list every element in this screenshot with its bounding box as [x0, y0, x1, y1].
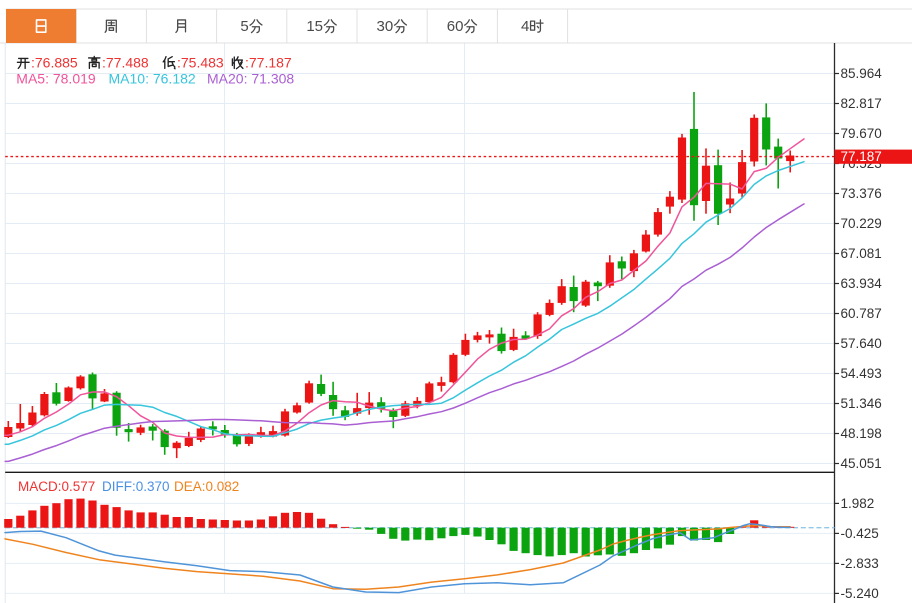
- svg-text:MACD:0.577: MACD:0.577: [18, 479, 95, 494]
- svg-text:73.376: 73.376: [841, 186, 882, 201]
- svg-text:51.346: 51.346: [841, 396, 882, 411]
- svg-text:1.982: 1.982: [841, 496, 875, 511]
- svg-text:DIFF:0.370: DIFF:0.370: [102, 479, 170, 494]
- svg-text:DEA:0.082: DEA:0.082: [174, 479, 239, 494]
- svg-text:77.187: 77.187: [841, 149, 882, 164]
- svg-text:63.934: 63.934: [841, 276, 883, 291]
- svg-text::76.885: :76.885: [31, 55, 78, 71]
- svg-text:30: 30: [377, 18, 394, 35]
- svg-text:79.670: 79.670: [841, 126, 882, 141]
- svg-text:MA5: 78.019: MA5: 78.019: [16, 71, 96, 87]
- svg-text:57.640: 57.640: [841, 336, 882, 351]
- svg-text:45.051: 45.051: [841, 456, 882, 471]
- svg-text:15: 15: [306, 18, 323, 35]
- svg-text::77.187: :77.187: [245, 55, 292, 71]
- svg-text:4: 4: [521, 18, 529, 35]
- svg-text:54.493: 54.493: [841, 366, 882, 381]
- svg-text:-5.240: -5.240: [841, 586, 879, 601]
- svg-text:MA10: 76.182: MA10: 76.182: [109, 71, 196, 87]
- svg-text:60: 60: [447, 18, 464, 35]
- svg-text:82.817: 82.817: [841, 96, 882, 111]
- svg-text:70.229: 70.229: [841, 216, 882, 231]
- svg-text:85.964: 85.964: [841, 66, 883, 81]
- svg-text:-0.425: -0.425: [841, 526, 879, 541]
- svg-text::77.488: :77.488: [102, 55, 149, 71]
- svg-text:60.787: 60.787: [841, 306, 882, 321]
- svg-text:MA20: 71.308: MA20: 71.308: [207, 71, 294, 87]
- svg-text:-2.833: -2.833: [841, 556, 879, 571]
- svg-text::75.483: :75.483: [177, 55, 224, 71]
- svg-text:5: 5: [240, 18, 248, 35]
- svg-text:67.081: 67.081: [841, 246, 882, 261]
- svg-text:48.198: 48.198: [841, 426, 882, 441]
